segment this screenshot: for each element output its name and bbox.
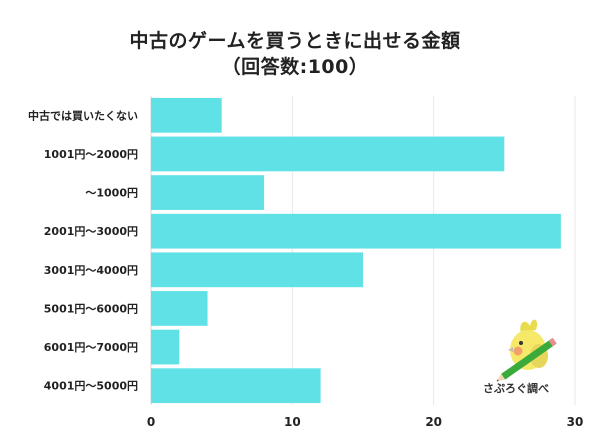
- category-label: 1001円〜2000円: [44, 148, 138, 161]
- category-label: 6001円〜7000円: [44, 341, 138, 354]
- cockatiel-with-pencil-icon: [496, 319, 557, 382]
- bar: [151, 213, 561, 249]
- bar: [151, 175, 265, 210]
- bar: [151, 97, 222, 133]
- x-tick-label: 20: [425, 415, 442, 429]
- category-label: 中古では買いたくない: [28, 108, 138, 122]
- chart-title: 中古のゲームを買うときに出せる金額: [129, 30, 461, 52]
- bar: [151, 329, 180, 365]
- bars: [151, 97, 561, 404]
- chart-subtitle: （回答数:100）: [221, 56, 369, 78]
- bar: [151, 252, 363, 288]
- category-labels: 中古では買いたくない 1001円〜2000円〜1000円 2001円〜3000円 30…: [28, 108, 138, 392]
- category-label: 2001円〜3000円: [44, 225, 138, 238]
- x-tick-label: 30: [567, 415, 584, 429]
- category-label: 5001円〜6000円: [44, 302, 138, 315]
- category-label: 3001円〜4000円: [44, 264, 138, 277]
- x-tick-label: 10: [284, 415, 301, 429]
- logo-label: さぷろぐ調べ: [483, 381, 549, 395]
- survey-logo: さぷろぐ調べ: [483, 319, 557, 395]
- bar: [151, 136, 505, 172]
- x-axis-ticks: 0 10 20 30: [147, 415, 584, 429]
- bar: [151, 368, 321, 404]
- category-label: 〜1000円: [85, 187, 138, 200]
- bar: [151, 291, 208, 326]
- category-label: 4001円〜5000円: [44, 380, 138, 393]
- x-tick-label: 0: [147, 415, 155, 429]
